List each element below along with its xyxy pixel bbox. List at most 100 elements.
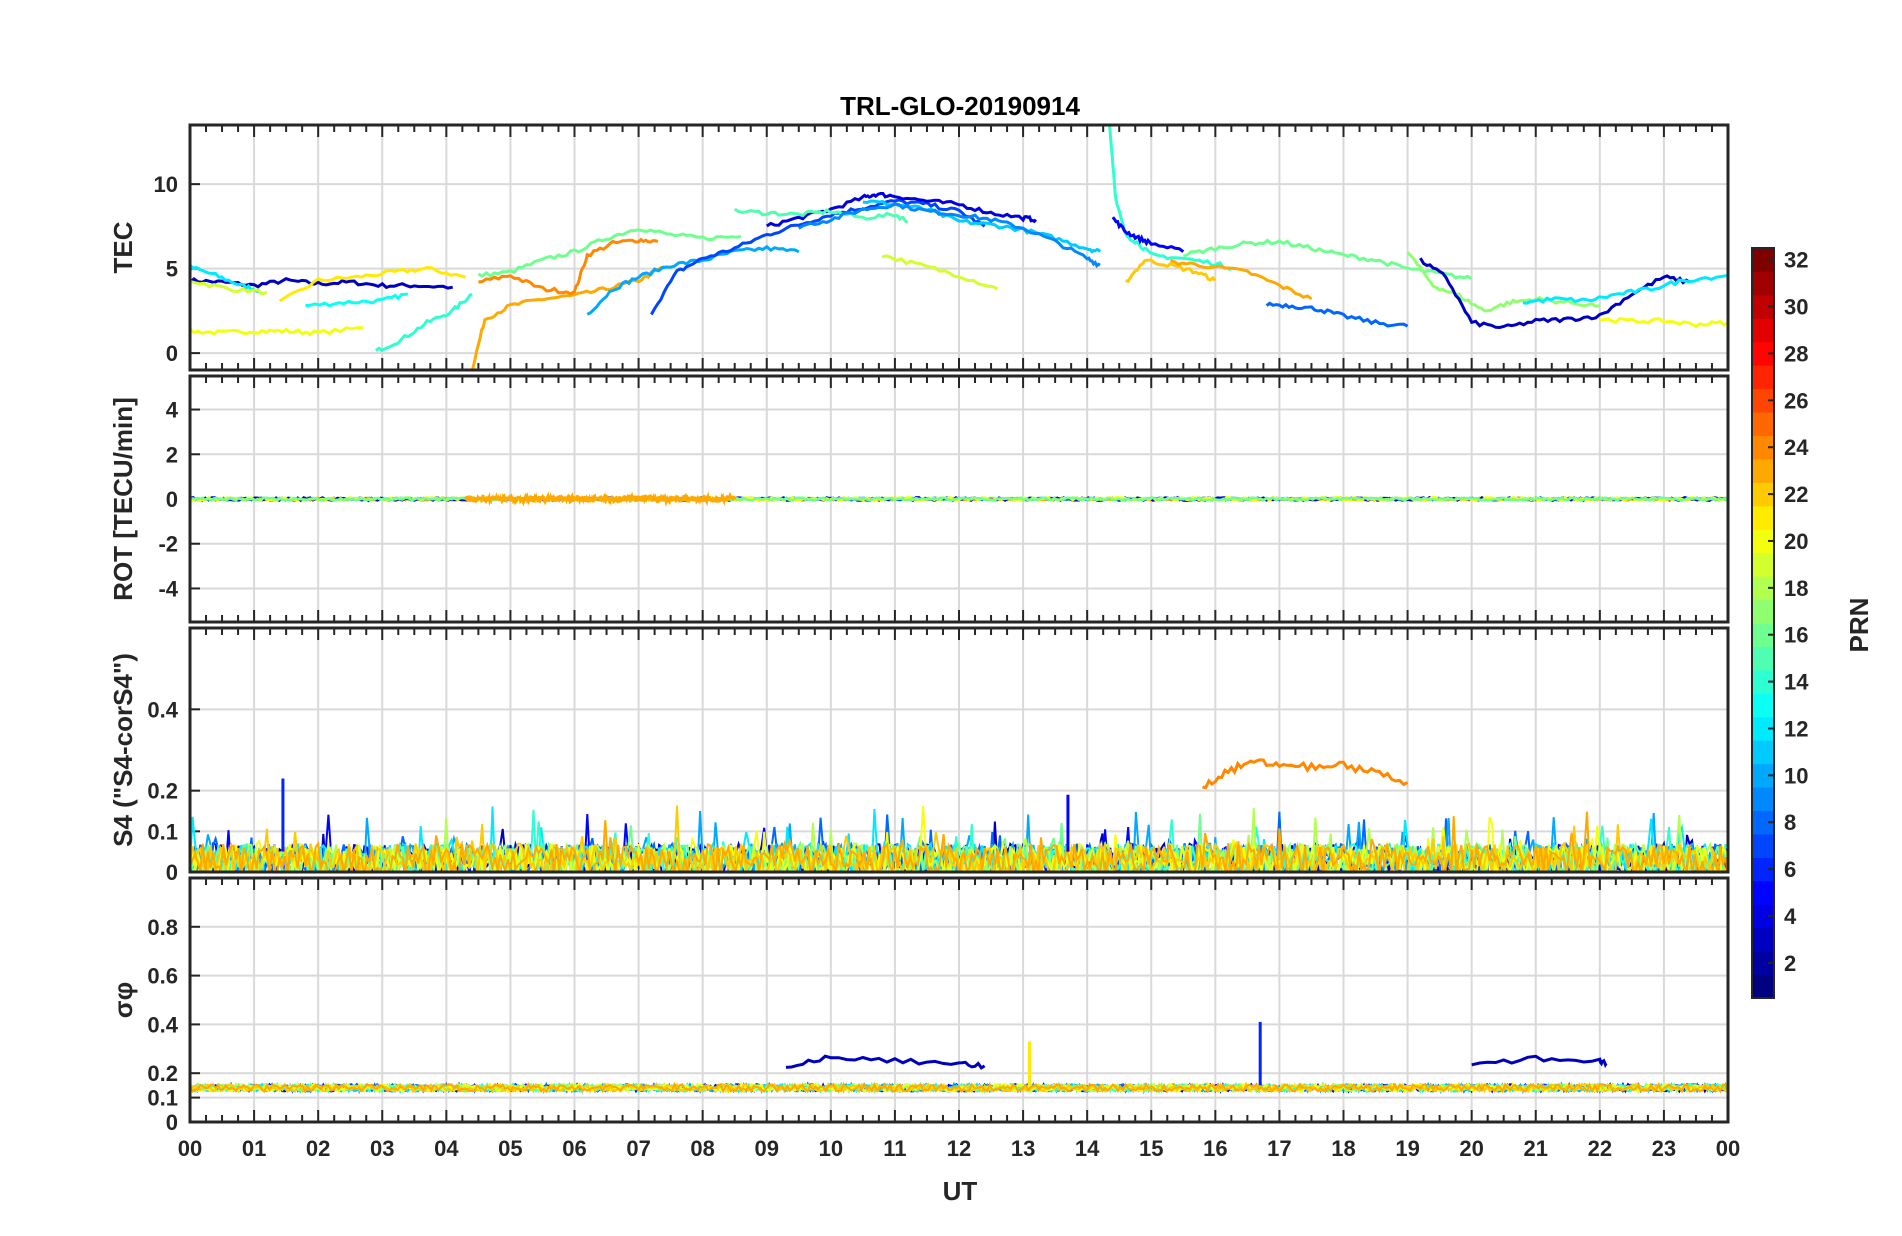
colorbar-segment [1752, 904, 1774, 929]
y-tick-label: 0.2 [147, 779, 178, 804]
axes-frame [188, 876, 1730, 1124]
colorbar-segment [1752, 740, 1774, 765]
colorbar-segment [1752, 365, 1774, 390]
x-tick-label: 17 [1267, 1136, 1291, 1161]
colorbar-tick-label: 12 [1784, 716, 1808, 741]
colorbar-segment [1752, 318, 1774, 343]
colorbar-segment [1752, 482, 1774, 507]
x-tick-label: 11 [883, 1136, 906, 1161]
colorbar-segment [1752, 857, 1774, 882]
series-line [733, 207, 909, 224]
colorbar-segment [1752, 974, 1774, 999]
y-tick-label: 4 [166, 398, 179, 423]
figure-title: TRL-GLO-20190914 [840, 91, 1080, 121]
x-tick-label: 00 [1716, 1136, 1740, 1161]
y-axis-label: ROT [TECU/min] [108, 397, 138, 601]
colorbar-segment [1752, 763, 1774, 788]
colorbar-segment [1752, 646, 1774, 671]
y-tick-label: 2 [166, 442, 178, 467]
series-line [1419, 257, 1691, 330]
colorbar-segment [1752, 341, 1774, 366]
x-tick-label: 01 [242, 1136, 266, 1161]
x-tick-label: 08 [690, 1136, 714, 1161]
x-tick-label: 13 [1011, 1136, 1035, 1161]
y-tick-label: 0 [166, 487, 178, 512]
plot-area-sigma [190, 1021, 1728, 1095]
colorbar-segment [1752, 529, 1774, 554]
panel-s4: 0 0.1 0.2 0.4 S4 ("S4-corS4") [108, 626, 1730, 885]
x-tick-label: 05 [498, 1136, 522, 1161]
colorbar-segment [1752, 951, 1774, 976]
colorbar-segment [1752, 576, 1774, 601]
y-tick-label: 5 [166, 257, 178, 282]
y-tick-label: 0 [166, 341, 178, 366]
y-tick-label: 0.4 [147, 697, 178, 722]
colorbar-segment [1752, 833, 1774, 858]
axes-frame [188, 626, 1730, 874]
colorbar-segment [1752, 716, 1774, 741]
colorbar-frame [1751, 247, 1775, 999]
colorbar-label: PRN [1844, 598, 1874, 653]
y-tick-label: 10 [154, 172, 178, 197]
y-tick-label: 0.4 [147, 1012, 178, 1037]
series-line [305, 292, 409, 308]
colorbar-segment [1752, 669, 1774, 694]
colorbar-tick-label: 14 [1784, 670, 1809, 695]
x-tick-label: 09 [755, 1136, 779, 1161]
x-tick-label: 20 [1459, 1136, 1483, 1161]
colorbar-tick-label: 24 [1784, 435, 1809, 460]
series-line [1522, 273, 1728, 305]
x-tick-label: 19 [1395, 1136, 1419, 1161]
colorbar-tick-label: 26 [1784, 388, 1808, 413]
y-tick-label: 0.8 [147, 915, 178, 940]
panel-sigma: 00.10.2 0.4 0.6 0.8 σφ 00 01 02 03 04 05 06 07 08 09 10… [108, 876, 1740, 1161]
colorbar-tick-label: 10 [1784, 763, 1808, 788]
colorbar-segment [1752, 693, 1774, 718]
series-line [586, 244, 800, 316]
series-line [1202, 758, 1409, 790]
colorbar-segment [1752, 458, 1774, 483]
y-tick-label: -4 [158, 576, 178, 601]
axes-frame [188, 374, 1730, 624]
panel-rot: -4 -2 0 2 4 ROT [TECU/min] [108, 374, 1730, 624]
colorbar-tick-label: 18 [1784, 576, 1808, 601]
series-line [1125, 258, 1217, 284]
colorbar-segment [1752, 271, 1774, 296]
colorbar-segment [1752, 294, 1774, 319]
y-tick-label: 0 [166, 1110, 178, 1135]
y-axis-label: TEC [108, 221, 138, 273]
y-tick-label: -2 [158, 532, 178, 557]
series-line [470, 265, 665, 370]
x-tick-label: 02 [306, 1136, 330, 1161]
series-line [477, 228, 742, 278]
x-tick-label: 04 [434, 1136, 459, 1161]
y-axis-label: S4 ("S4-corS4") [108, 653, 138, 847]
y-tick-label: 0.6 [147, 964, 178, 989]
series-line [190, 326, 364, 337]
y-tick-label: 0 [166, 860, 178, 885]
colorbar-tick-label: 28 [1784, 341, 1808, 366]
series-line [862, 199, 1102, 254]
colorbar-segment [1752, 248, 1774, 272]
colorbar-segment [1752, 810, 1774, 835]
colorbar-segment [1752, 552, 1774, 577]
x-tick-label: 00 [178, 1136, 202, 1161]
x-tick-label: 23 [1652, 1136, 1676, 1161]
colorbar-tick-label: 2 [1784, 951, 1796, 976]
y-tick-label: 0.2 [147, 1061, 178, 1086]
colorbar-tick-label: 20 [1784, 529, 1808, 554]
series-line [1108, 125, 1235, 271]
series-line [374, 292, 473, 353]
colorbar-segment [1752, 787, 1774, 811]
colorbar-tick-label: 16 [1784, 623, 1808, 648]
axes-frame [188, 123, 1730, 372]
y-tick-label: 0.1 [147, 819, 178, 844]
noise-trace [190, 1081, 1728, 1094]
x-tick-label: 21 [1524, 1136, 1548, 1161]
series-line [1599, 316, 1728, 329]
colorbar-segment [1752, 388, 1774, 413]
x-axis-label: UT [943, 1176, 978, 1206]
series-line [1111, 216, 1185, 253]
